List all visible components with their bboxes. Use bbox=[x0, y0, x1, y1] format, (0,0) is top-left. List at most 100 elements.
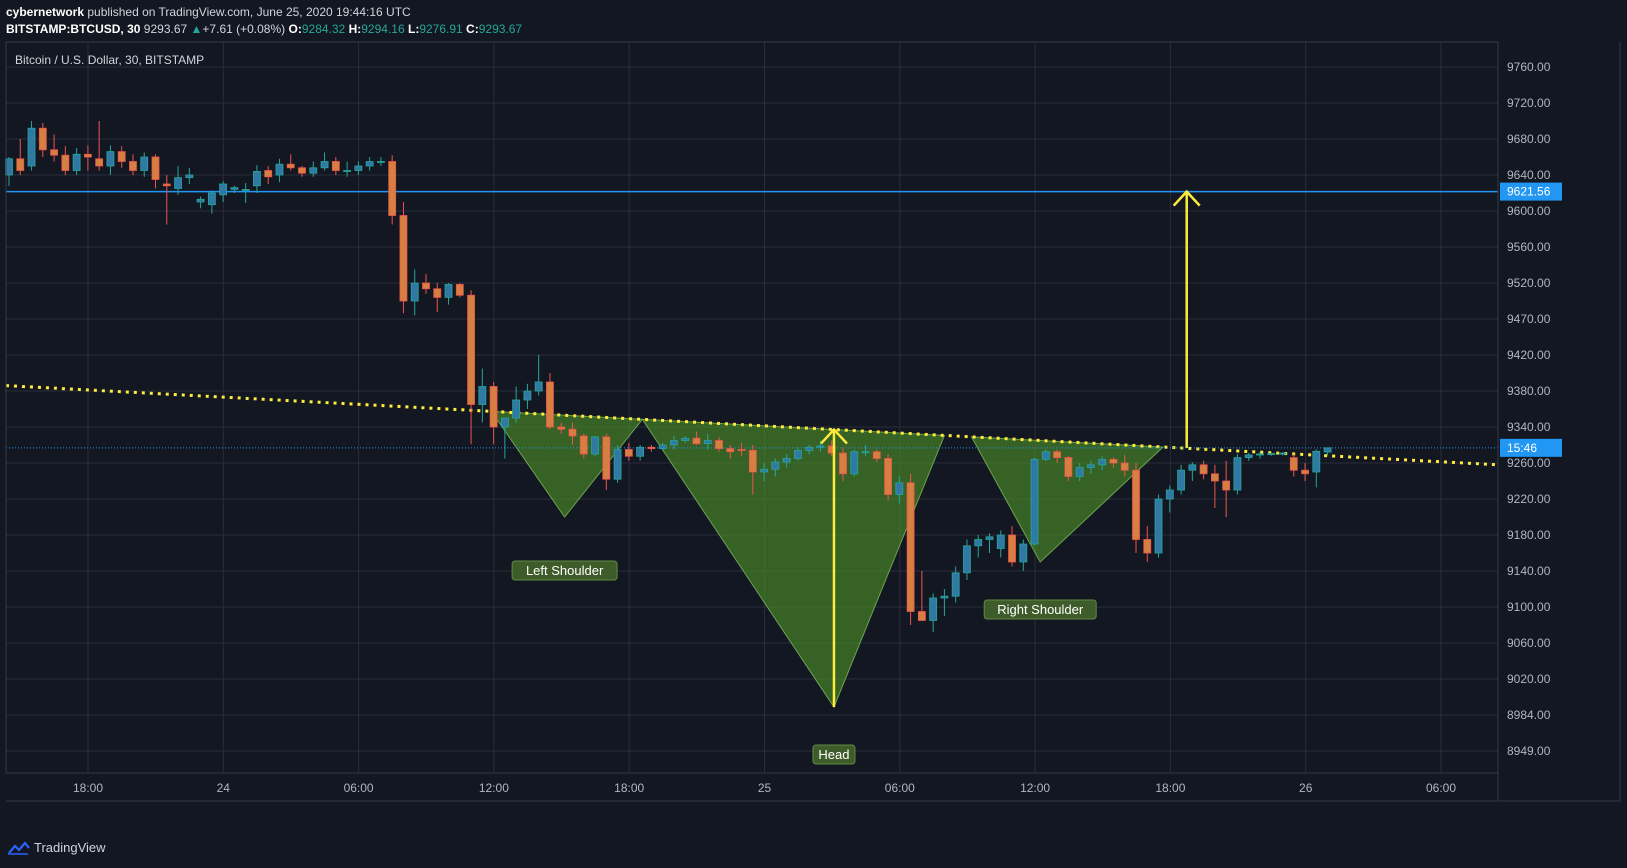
candle bbox=[1019, 539, 1028, 571]
candle bbox=[1109, 457, 1118, 468]
candle-body bbox=[1222, 480, 1231, 491]
candle bbox=[286, 154, 295, 171]
candle-body bbox=[782, 458, 791, 463]
candle bbox=[1267, 452, 1276, 456]
price-change: +7.61 (+0.08%) bbox=[202, 22, 286, 36]
candle-body bbox=[1053, 451, 1062, 458]
candle-body bbox=[83, 153, 92, 158]
candle-body bbox=[444, 284, 453, 298]
price-tick-label: 9420.00 bbox=[1507, 348, 1551, 362]
candle-body bbox=[320, 161, 329, 169]
candle-body bbox=[129, 161, 137, 171]
head-triangle bbox=[641, 418, 946, 709]
candle-body bbox=[624, 449, 633, 457]
candle bbox=[253, 165, 261, 193]
left-shoulder-label: Left Shoulder bbox=[511, 560, 618, 581]
open-value: 9284.32 bbox=[301, 22, 346, 36]
candle bbox=[715, 436, 723, 452]
candle bbox=[771, 458, 780, 477]
candle bbox=[692, 431, 701, 445]
candle bbox=[298, 166, 306, 177]
left-shoulder-label-text: Left Shoulder bbox=[526, 563, 604, 578]
candle-body bbox=[974, 539, 983, 547]
tradingview-logo[interactable]: TradingView bbox=[6, 840, 106, 855]
target-arrow bbox=[1172, 189, 1201, 448]
head-height-arrow bbox=[820, 427, 848, 707]
price-axis[interactable]: 8949.00 8984.00 9020.00 9060.00 9100.00 9140.… bbox=[1500, 60, 1562, 758]
candle bbox=[343, 161, 352, 177]
candle bbox=[95, 121, 104, 171]
candle-body bbox=[534, 381, 543, 392]
candle bbox=[1278, 452, 1287, 456]
candle-body bbox=[106, 151, 115, 167]
price-tick-label: 9220.00 bbox=[1507, 492, 1551, 506]
head-label-box bbox=[812, 744, 856, 765]
candle bbox=[839, 447, 847, 481]
candle bbox=[1064, 456, 1073, 481]
candle-body bbox=[162, 183, 171, 187]
time-tick-label: 12:00 bbox=[479, 781, 509, 795]
candle-body bbox=[872, 451, 881, 459]
right-shoulder-label-box bbox=[983, 599, 1097, 620]
candle bbox=[940, 589, 949, 616]
price-tick-label: 9760.00 bbox=[1507, 60, 1551, 74]
candle-body bbox=[140, 156, 149, 171]
candle bbox=[929, 593, 938, 633]
candle bbox=[1244, 453, 1253, 461]
candle bbox=[388, 155, 397, 225]
neckline-trendline bbox=[5, 384, 1499, 467]
candle bbox=[422, 274, 430, 294]
candle-body bbox=[906, 482, 915, 612]
low-label: L: bbox=[407, 22, 420, 36]
candle-body bbox=[264, 170, 273, 178]
candle bbox=[444, 283, 453, 305]
candle bbox=[1154, 494, 1163, 558]
low-value: 9276.91 bbox=[419, 22, 463, 36]
candle bbox=[1222, 460, 1231, 517]
candle bbox=[1199, 460, 1208, 480]
candle-body bbox=[670, 440, 678, 446]
price-tick-label: 9260.00 bbox=[1507, 456, 1551, 470]
candle bbox=[309, 161, 318, 177]
candle-body bbox=[850, 451, 859, 475]
candle-body bbox=[331, 161, 340, 171]
candle-body bbox=[151, 156, 160, 180]
candle bbox=[61, 146, 70, 175]
candle-body bbox=[433, 288, 442, 298]
candle-body bbox=[253, 170, 261, 187]
last-price: 9293.67 bbox=[143, 22, 188, 36]
candle-body bbox=[1210, 473, 1219, 482]
candle-body bbox=[219, 183, 228, 196]
candle bbox=[27, 121, 36, 171]
candle-body bbox=[309, 167, 318, 174]
up-arrow-icon: ▲ bbox=[190, 22, 203, 36]
time-axis[interactable]: 18:00 24 06:00 12:00 18:00 25 06:00 12:00 18:00 2… bbox=[73, 781, 1456, 795]
close-value: 9293.67 bbox=[478, 22, 523, 36]
candle-body bbox=[557, 426, 566, 430]
candle bbox=[275, 158, 284, 183]
candle-body bbox=[185, 174, 194, 179]
author-name[interactable]: cybernetwork bbox=[6, 5, 85, 19]
candle-body bbox=[1120, 462, 1129, 471]
candle bbox=[647, 445, 656, 452]
candle-body bbox=[1098, 458, 1107, 466]
candle bbox=[50, 134, 58, 162]
candle-body bbox=[1278, 452, 1287, 455]
candle bbox=[703, 433, 712, 450]
time-tick-label: 12:00 bbox=[1020, 781, 1050, 795]
candle bbox=[500, 417, 509, 459]
candle bbox=[354, 161, 363, 175]
candle-body bbox=[1019, 543, 1028, 563]
candle bbox=[1256, 451, 1264, 459]
candle bbox=[884, 454, 892, 501]
candle-body bbox=[748, 449, 757, 473]
candle-body bbox=[1312, 450, 1321, 473]
time-tick-label: 26 bbox=[1299, 781, 1313, 795]
candle-body bbox=[410, 282, 419, 302]
candle bbox=[782, 454, 791, 468]
candle-body bbox=[658, 444, 667, 449]
candle bbox=[1030, 457, 1039, 546]
candle-body bbox=[884, 458, 892, 495]
candle bbox=[1132, 463, 1140, 553]
